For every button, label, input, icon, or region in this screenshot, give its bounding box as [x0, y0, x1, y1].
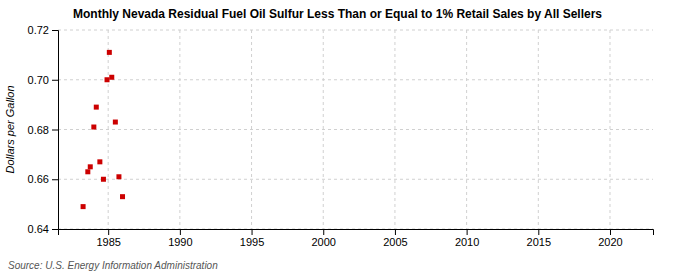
point — [107, 50, 112, 55]
x-tick: 2000 — [311, 229, 335, 248]
y-tick-mark — [52, 80, 58, 81]
x-tick-mark — [108, 229, 109, 235]
y-tick-mark — [52, 30, 58, 31]
x-tick-label: 2015 — [527, 236, 551, 248]
grid-line-y — [58, 129, 653, 130]
y-tick-mark — [52, 179, 58, 180]
y-tick-label: 0.68 — [28, 124, 49, 136]
point — [105, 77, 110, 82]
x-tick-label: 2020 — [598, 236, 622, 248]
grid-line-y — [58, 79, 653, 80]
y-axis: 0.64 0.66 0.68 0.70 0.72 — [28, 24, 59, 235]
point — [85, 169, 90, 174]
grid-line-y — [58, 179, 653, 180]
x-tick: 2020 — [598, 229, 622, 248]
y-tick-label: 0.64 — [28, 223, 49, 235]
y-axis-line — [52, 31, 59, 230]
y-tick: 0.64 — [28, 223, 58, 235]
point — [97, 159, 102, 164]
x-tick: 2015 — [527, 229, 551, 248]
x-tick-label: 1995 — [240, 236, 264, 248]
grid — [58, 30, 653, 229]
point — [101, 177, 106, 182]
x-tick-label: 2000 — [311, 236, 335, 248]
y-tick: 0.72 — [28, 24, 58, 36]
point — [109, 75, 114, 80]
x-tick: 1990 — [168, 229, 192, 248]
point — [91, 125, 96, 130]
x-tick-mark — [323, 229, 324, 235]
x-axis-line — [59, 230, 654, 236]
points — [81, 50, 125, 209]
y-tick-label: 0.72 — [28, 24, 49, 36]
x-tick-mark — [180, 229, 181, 235]
source-note: Source: U.S. Energy Information Administ… — [8, 260, 218, 271]
point — [88, 164, 93, 169]
y-tick: 0.70 — [28, 74, 58, 86]
point — [116, 174, 121, 179]
point — [81, 204, 86, 209]
point — [113, 120, 118, 125]
x-tick: 2010 — [455, 229, 479, 248]
grid-line-y — [58, 30, 653, 31]
chart: 1985 1990 1995 2000 2005 2010 2015 2020 0.64 0.66… — [0, 0, 675, 275]
y-tick-label: 0.66 — [28, 173, 49, 185]
x-tick: 1985 — [96, 229, 120, 248]
x-tick-mark — [395, 229, 396, 235]
x-tick-mark — [610, 229, 611, 235]
x-tick-label: 2005 — [383, 236, 407, 248]
x-tick-mark — [538, 229, 539, 235]
x-tick: 2005 — [383, 229, 407, 248]
x-tick: 1995 — [240, 229, 264, 248]
x-axis: 1985 1990 1995 2000 2005 2010 2015 2020 — [59, 229, 654, 248]
x-tick-label: 1985 — [96, 236, 120, 248]
y-tick-mark — [52, 130, 58, 131]
x-tick-mark — [252, 229, 253, 235]
x-tick-label: 1990 — [168, 236, 192, 248]
x-tick-mark — [467, 229, 468, 235]
y-tick-mark — [52, 229, 58, 230]
y-axis-title: Dollars per Gallon — [4, 85, 16, 173]
y-tick: 0.68 — [28, 124, 58, 136]
x-tick-label: 2010 — [455, 236, 479, 248]
y-tick: 0.66 — [28, 173, 58, 185]
plot-area: 1985 1990 1995 2000 2005 2010 2015 2020 0.64 0.66… — [28, 24, 654, 248]
title: Monthly Nevada Residual Fuel Oil Sulfur … — [73, 7, 602, 21]
point — [94, 105, 99, 110]
y-tick-label: 0.70 — [28, 74, 49, 86]
point — [120, 194, 125, 199]
